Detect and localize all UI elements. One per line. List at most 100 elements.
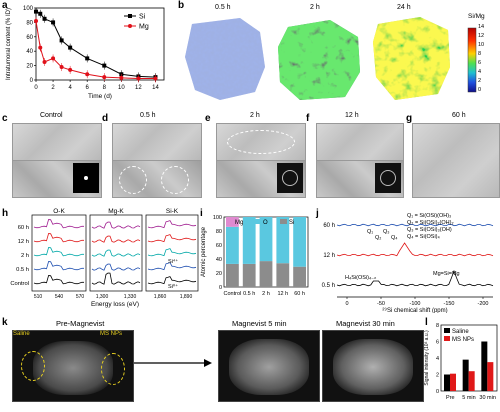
x-tick-label: 4 — [68, 85, 72, 91]
eels-frame — [145, 214, 199, 292]
colorbar — [467, 27, 477, 93]
h4sio4-label: H₄Si(OSi)₄₋ₙ — [345, 275, 377, 281]
legend-label: Si — [289, 220, 294, 226]
x-tick-label: 12 — [135, 85, 142, 91]
tem-e-title: 2 h — [250, 112, 260, 119]
x-tick-label: -100 — [409, 301, 420, 307]
x-axis-label: ²⁹Si chemical shift (ppm) — [382, 307, 447, 313]
x-tick-label: 5 min — [462, 395, 475, 401]
tem-e-image — [216, 123, 306, 161]
nmr-row-label: 12 h — [323, 253, 335, 259]
eels-spectrum-line — [33, 261, 84, 271]
eels-title: Si-K — [166, 208, 179, 215]
y-tick-label: 60 — [216, 243, 222, 249]
q-definition: Q₃ = Si(OSi)₃(OH) — [407, 227, 452, 233]
plot-frame — [35, 7, 165, 81]
arrow-right — [134, 359, 212, 367]
eels-row-label: 60 h — [18, 225, 29, 231]
x-tick-label: 14 — [152, 85, 159, 91]
eels-frame — [31, 214, 87, 292]
x-tick-label: 60 h — [294, 291, 305, 297]
tem-d-hrtem-image — [112, 160, 202, 198]
legend-marker-mg — [128, 24, 132, 28]
nmr-spectrum-line — [336, 242, 494, 257]
eels-title: Mg-K — [108, 208, 124, 215]
colorbar-ticks: 14 12 10 8 6 4 2 0 — [478, 24, 498, 94]
legend-marker-si — [128, 14, 132, 18]
eels-spectrum-line — [91, 263, 141, 271]
legend-swatch — [444, 336, 450, 341]
panel-label-d: d — [102, 113, 109, 124]
q-peak-label: Q₄ — [391, 235, 398, 241]
legend-swatch — [444, 328, 450, 333]
eels-frame — [89, 214, 143, 292]
saed-inset — [375, 163, 401, 193]
bar-si — [293, 266, 306, 287]
y-axis-label: Atomic percentage — [201, 226, 207, 277]
legend-label: O — [263, 220, 268, 226]
x-tick-label: 0 — [345, 301, 348, 307]
eels-spectrum-line — [33, 247, 84, 257]
eels-spectrum-line — [147, 262, 197, 271]
panel-label-h: h — [2, 208, 9, 219]
bar-o — [293, 217, 306, 267]
tem-e-hrtem-image — [216, 160, 306, 198]
legend-label: Mg — [235, 220, 243, 226]
y-tick-label: 0 — [436, 389, 439, 395]
tem-d-image — [112, 123, 202, 161]
cb-tick: 14 — [478, 24, 485, 30]
y-tick-label: 100 — [213, 215, 222, 221]
tem-f-hrtem-image — [316, 160, 404, 198]
panel-label-k: k — [2, 317, 8, 328]
si-mg-map-2h — [278, 20, 360, 100]
x-tick-label: 6 — [86, 85, 90, 91]
panel-label-b: b — [178, 0, 185, 11]
eels-x-tick-label: 1,300 — [96, 294, 109, 300]
nmr-spectrum-line — [336, 269, 494, 287]
panel-label-c: c — [2, 113, 8, 124]
x-tick-label: 0 — [34, 85, 38, 91]
cb-tick: 12 — [478, 33, 485, 39]
eels-row-label: 12 h — [18, 239, 29, 245]
panel-j-nmr: 60 h 12 h 0.5 h 0 -50 -100 -150 -200 ²⁹Si chemic… — [322, 213, 494, 313]
panel-h-eels: O-K Mg-K Si-K 60 h 12 h 2 h 0.5 h Control 510 540… — [10, 208, 199, 308]
bar-ms-nps — [468, 371, 475, 391]
eels-x-tick-label: 1,330 — [124, 294, 137, 300]
cb-tick: 6 — [478, 60, 482, 66]
mri-title-30min: Magnevist 30 min — [336, 319, 395, 328]
eels-x-tick-label: 570 — [76, 294, 85, 300]
y-tick-label: 40 — [26, 49, 33, 55]
q-definition: Q₄ = Si(OSi)₄ — [407, 234, 441, 240]
tem-f-image — [316, 123, 404, 161]
eels-spectrum-line — [33, 233, 84, 243]
eels-spectrum-line — [91, 272, 141, 285]
bar-o — [226, 226, 239, 264]
panel-label-j: j — [316, 208, 319, 219]
y-tick-label: 6 — [436, 340, 439, 346]
eels-spectrum-line — [147, 234, 197, 243]
tem-g-image — [412, 123, 500, 198]
x-tick-label: -200 — [477, 301, 488, 307]
y-tick-label: 20 — [26, 64, 33, 70]
q-peak-label: Q₁ — [367, 229, 373, 235]
tem-c-hrtem-image — [12, 160, 102, 198]
y-tick-label: 0 — [219, 285, 222, 291]
panel-label-f: f — [306, 113, 310, 124]
mri-pre-image — [12, 330, 134, 402]
panel-label-l: l — [425, 317, 428, 328]
legend-label: MS NPs — [452, 337, 474, 343]
legend-label-si: Si — [139, 14, 146, 21]
q-peak-label: Q₃ — [383, 229, 390, 235]
colorbar-title: Si/Mg — [468, 13, 485, 20]
bar-o — [276, 217, 290, 264]
eels-spectrum-line — [91, 221, 141, 229]
y-tick-label: 8 — [436, 323, 439, 329]
ms-nps-label: MS NPs — [100, 331, 123, 337]
mri-5min-image — [218, 330, 320, 402]
x-tick-label: 2 — [51, 85, 55, 91]
legend-swatch-mg — [226, 219, 233, 224]
map-time-2h: 2 h — [310, 4, 320, 11]
q-peak-label: Q₂ — [375, 235, 381, 241]
y-tick-label: 4 — [436, 356, 439, 362]
x-tick-label: 12 h — [277, 291, 288, 297]
